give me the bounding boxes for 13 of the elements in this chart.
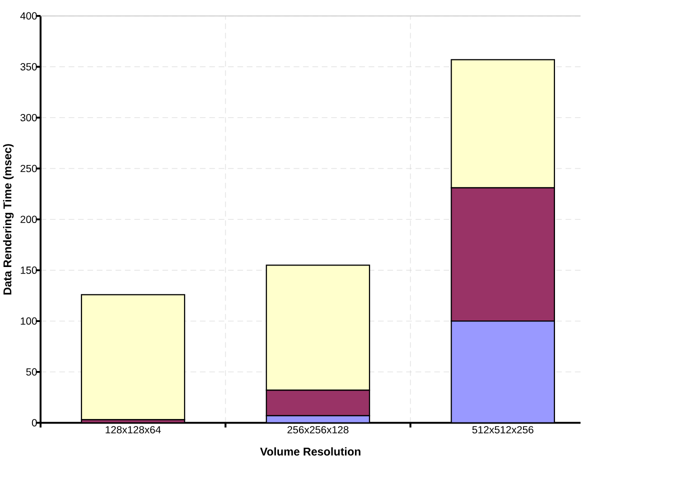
y-tick-label: 250 [20, 164, 37, 172]
x-tick-label: 128x128x64 [106, 426, 161, 434]
bar [80, 294, 186, 420]
x-tick-label: 256x256x128 [288, 426, 348, 434]
y-tick-label: 150 [20, 266, 37, 274]
y-tick-label: 350 [20, 63, 37, 70]
y-tick-label: 100 [20, 317, 37, 325]
y-tick-label: 400 [20, 12, 37, 20]
y-tick-label: 200 [20, 216, 37, 224]
y-axis-title: Data Rendering Time (msec) [3, 144, 14, 295]
x-axis-title: Volume Resolution [260, 447, 360, 456]
y-tick-label: 300 [20, 114, 37, 122]
x-tick-label: 512x512x256 [472, 426, 534, 434]
